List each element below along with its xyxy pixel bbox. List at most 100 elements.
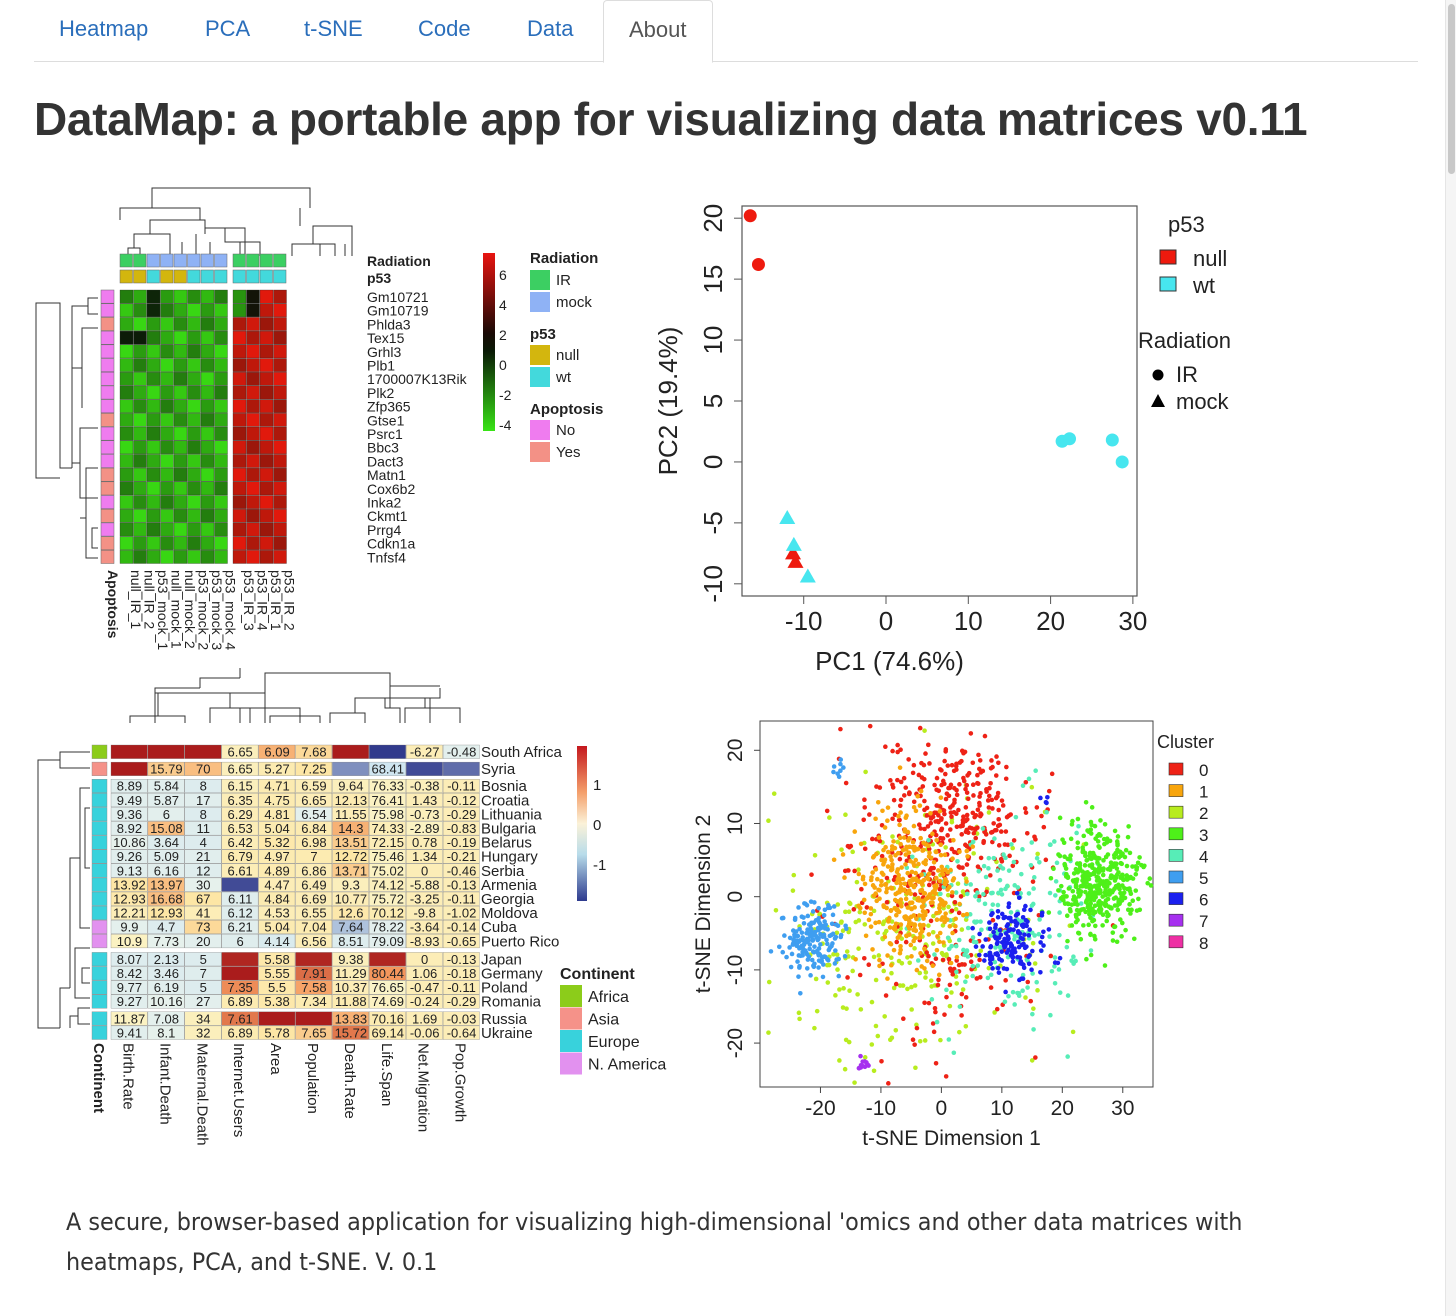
tsne-point bbox=[1010, 845, 1015, 851]
tsne-point bbox=[971, 851, 976, 856]
tsne-point bbox=[1096, 856, 1102, 861]
heatmap2-cell bbox=[110, 793, 148, 808]
scale2-tick-label: 1 bbox=[593, 777, 601, 794]
tsne-point bbox=[913, 857, 919, 863]
heatmap2-cell bbox=[258, 744, 296, 759]
tsne-point bbox=[1041, 943, 1046, 948]
tab-heatmap[interactable]: Heatmap bbox=[59, 16, 149, 41]
heatmap-cell bbox=[214, 454, 228, 468]
heatmap2-cell-value: -0.18 bbox=[447, 966, 477, 981]
tsne-point bbox=[910, 1037, 916, 1042]
heatmap-cell bbox=[160, 481, 174, 496]
tab-pca[interactable]: PCA bbox=[205, 16, 251, 41]
heatmap-cell bbox=[119, 385, 134, 400]
legend-swatch bbox=[530, 292, 550, 312]
heatmap2-cell bbox=[221, 779, 259, 793]
tsne-point bbox=[1032, 933, 1037, 938]
heatmap2-cell bbox=[110, 920, 148, 934]
heatmap2-cell bbox=[406, 980, 443, 995]
heatmap-cell bbox=[133, 372, 147, 386]
tsne-point bbox=[978, 919, 983, 924]
tsne-point bbox=[1071, 894, 1077, 899]
tsne-x-axis-label: t-SNE Dimension 1 bbox=[862, 1127, 1041, 1150]
heatmap-cell bbox=[232, 358, 247, 372]
heatmap2-cell-value: 7.04 bbox=[301, 920, 326, 935]
tsne-point bbox=[826, 962, 832, 968]
tsne-point bbox=[766, 818, 771, 824]
heatmap2-cell-value: 11.55 bbox=[335, 807, 367, 822]
tsne-point bbox=[807, 946, 812, 952]
heatmap-cell bbox=[187, 522, 201, 537]
tab-tsne[interactable]: t-SNE bbox=[304, 16, 363, 41]
continent-annotation-cell bbox=[91, 779, 108, 794]
heatmap-cell bbox=[160, 358, 174, 372]
tsne-point bbox=[1010, 863, 1016, 869]
tsne-point bbox=[1101, 858, 1106, 863]
heatmap-cell bbox=[246, 454, 260, 468]
tab-data[interactable]: Data bbox=[527, 16, 574, 41]
tsne-point bbox=[1001, 966, 1007, 971]
heatmap-cell bbox=[173, 413, 188, 427]
heatmap-cell bbox=[160, 426, 174, 441]
heatmap2-cell-value: 6.15 bbox=[227, 779, 252, 794]
heatmap2-cell-value: 8.89 bbox=[117, 779, 142, 794]
heatmap2-cell-value: 6.89 bbox=[227, 994, 252, 1009]
tsne-point bbox=[873, 920, 878, 926]
tsne-point bbox=[911, 863, 917, 868]
tsne-legend-title: Cluster bbox=[1157, 732, 1214, 752]
heatmap2-cell bbox=[110, 905, 148, 920]
radiation-annotation-cell bbox=[232, 253, 246, 268]
heatmap2-cell bbox=[442, 980, 480, 995]
tsne-point bbox=[949, 762, 955, 768]
gene-label: Grhl3 bbox=[367, 344, 401, 360]
heatmap2-cell-value: 80.44 bbox=[371, 966, 404, 981]
tsne-point bbox=[960, 987, 966, 992]
tsne-point bbox=[1107, 892, 1112, 897]
tsne-point bbox=[898, 881, 903, 886]
heatmap-cell bbox=[200, 440, 215, 455]
tsne-point bbox=[912, 946, 917, 951]
heatmap2-cell-value: 75.02 bbox=[371, 863, 404, 878]
tsne-point bbox=[921, 840, 926, 846]
tsne-point bbox=[909, 854, 915, 860]
vertical-scrollbar[interactable] bbox=[1445, 0, 1456, 1316]
tsne-point bbox=[898, 943, 903, 949]
tsne-point bbox=[911, 799, 917, 805]
tsne-point bbox=[1061, 897, 1066, 903]
heatmap2-cell-value: 74.69 bbox=[371, 994, 404, 1009]
heatmap2-cell-value: 9.27 bbox=[117, 994, 142, 1009]
tsne-point bbox=[961, 814, 966, 819]
heatmap2-cell-value: -0.64 bbox=[447, 1025, 477, 1040]
heatmap2-cell bbox=[295, 920, 333, 934]
tsne-point bbox=[875, 1033, 881, 1039]
tab-code[interactable]: Code bbox=[418, 16, 471, 41]
tsne-point bbox=[995, 909, 1001, 914]
tsne-point bbox=[810, 909, 816, 914]
tsne-point bbox=[824, 808, 830, 814]
heatmap2-cell-value: 13.71 bbox=[335, 863, 368, 878]
heatmap2-cell bbox=[221, 744, 259, 759]
heatmap-cell bbox=[246, 317, 260, 331]
heatmap-cell bbox=[214, 303, 228, 318]
tsne-point bbox=[1126, 824, 1131, 829]
tsne-point bbox=[933, 1009, 938, 1015]
tsne-point bbox=[918, 950, 923, 956]
heatmap2-column-label: Internet.Users bbox=[230, 1043, 247, 1137]
heatmap2-cell bbox=[369, 863, 406, 878]
tab-about[interactable]: About bbox=[603, 0, 713, 63]
tsne-point bbox=[1120, 892, 1125, 897]
heatmap2-cell-value: 5.55 bbox=[264, 966, 289, 981]
heatmap2-cell-value: 5 bbox=[200, 952, 207, 967]
heatmap-cell bbox=[246, 303, 260, 318]
tsne-point bbox=[1026, 933, 1032, 938]
heatmap2-cell bbox=[221, 835, 259, 850]
tsne-point bbox=[1083, 841, 1089, 847]
tsne-point bbox=[797, 1016, 802, 1022]
tsne-point bbox=[845, 975, 850, 980]
scrollbar-thumb[interactable] bbox=[1448, 4, 1455, 174]
scale-tick-label: -4 bbox=[499, 417, 512, 433]
tsne-point bbox=[897, 835, 903, 841]
tsne-point bbox=[957, 849, 962, 855]
tsne-point bbox=[1025, 985, 1030, 990]
heatmap2-cell bbox=[369, 994, 406, 1009]
